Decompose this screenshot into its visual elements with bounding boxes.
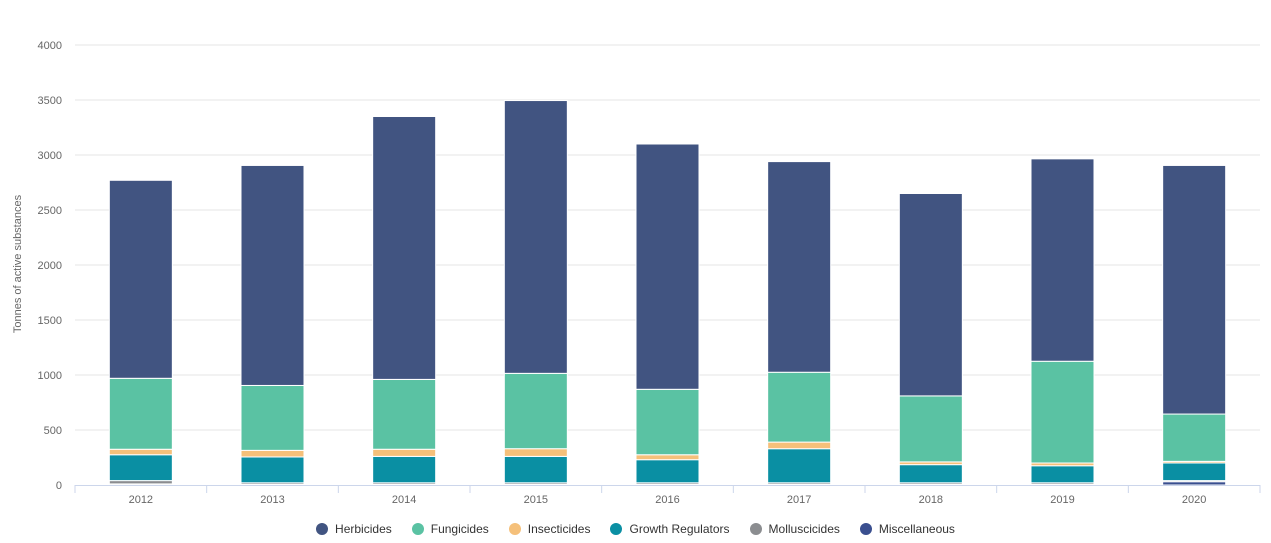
bar-segment-herbicides[interactable] [1030,158,1095,362]
x-tick-label: 2016 [655,494,679,506]
x-tick-label: 2020 [1182,494,1206,506]
y-tick-label: 2500 [38,205,62,217]
bar-segment-herbicides[interactable] [503,100,568,374]
bar-segment-growth-regulators[interactable] [1030,465,1095,484]
legend-marker [411,523,424,535]
bar-segment-fungicides[interactable] [1162,413,1227,462]
bar-segment-fungicides[interactable] [1030,360,1095,464]
y-tick-label: 500 [44,425,62,437]
legend-marker [749,523,762,535]
y-tick-label: 1500 [38,315,62,327]
legend: Herbicides Fungicides Insecticides Growth R… [0,522,1271,536]
x-tick-label: 2013 [260,494,284,506]
legend-label: Insecticides [527,522,591,536]
bar-segment-fungicides[interactable] [108,377,173,450]
bar-segment-fungicides[interactable] [240,384,305,451]
x-tick-label: 2015 [524,494,548,506]
legend-item-herbicides[interactable]: Herbicides [316,522,392,536]
y-tick-label: 1000 [38,370,62,382]
y-axis-title: Tonnes of active substances [12,194,24,334]
bar-segment-growth-regulators[interactable] [372,455,437,484]
legend-marker [859,523,872,535]
legend-label: Herbicides [335,522,392,536]
bar-segment-herbicides[interactable] [767,161,832,373]
y-tick-label: 4000 [38,40,62,52]
bar-segment-growth-regulators[interactable] [1162,462,1227,482]
bar-segment-growth-regulators[interactable] [635,459,700,484]
legend-label: Miscellaneous [878,522,955,536]
x-tick-label: 2014 [392,494,416,506]
bar-segment-growth-regulators[interactable] [898,464,963,484]
legend-item-molluscicides[interactable]: Molluscicides [749,522,840,536]
bar-segment-herbicides[interactable] [372,116,437,380]
y-tick-label: 3000 [38,150,62,162]
y-tick-label: 0 [56,480,62,492]
bars [108,100,1227,486]
bar-segment-herbicides[interactable] [898,193,963,397]
legend-label: Growth Regulators [629,522,730,536]
bar-segment-growth-regulators[interactable] [108,454,173,482]
bar-segment-insecticides[interactable] [372,448,437,457]
legend-marker [316,523,329,535]
bar-segment-fungicides[interactable] [372,378,437,450]
bar-segment-herbicides[interactable] [240,164,305,386]
y-tick-label: 3500 [38,95,62,107]
bar-segment-fungicides[interactable] [767,371,832,443]
bar-segment-growth-regulators[interactable] [767,448,832,484]
legend-marker [610,523,623,535]
bar-segment-insecticides[interactable] [240,449,305,458]
bar-segment-insecticides[interactable] [503,448,568,457]
bar-segment-herbicides[interactable] [635,143,700,390]
bar-segment-fungicides[interactable] [503,372,568,450]
bar-segment-insecticides[interactable] [108,448,173,456]
x-tick-labels: 2012 2013 2014 2015 2016 2017 2018 2019 2020 [74,485,1261,506]
x-tick-label: 2019 [1050,494,1074,506]
y-tick-labels: 0 500 1000 1500 2000 2500 3000 3500 4000 [38,40,62,492]
legend-item-miscellaneous[interactable]: Miscellaneous [859,522,955,536]
bar-segment-herbicides[interactable] [108,179,173,379]
bar-segment-growth-regulators[interactable] [240,456,305,484]
legend-marker [508,523,521,535]
legend-item-fungicides[interactable]: Fungicides [411,522,489,536]
bar-segment-herbicides[interactable] [1162,164,1227,415]
legend-label: Molluscicides [768,522,840,536]
y-tick-label: 2000 [38,260,62,272]
legend-item-insecticides[interactable]: Insecticides [508,522,591,536]
bar-segment-fungicides[interactable] [898,395,963,463]
bar-segment-fungicides[interactable] [635,388,700,456]
bar-segment-insecticides[interactable] [635,454,700,461]
x-tick-label: 2018 [919,494,943,506]
x-tick-label: 2017 [787,494,811,506]
legend-item-growth-regulators[interactable]: Growth Regulators [610,522,730,536]
x-tick-label: 2012 [129,494,153,506]
bar-segment-insecticides[interactable] [767,441,832,450]
bar-segment-growth-regulators[interactable] [503,455,568,484]
legend-label: Fungicides [430,522,489,536]
